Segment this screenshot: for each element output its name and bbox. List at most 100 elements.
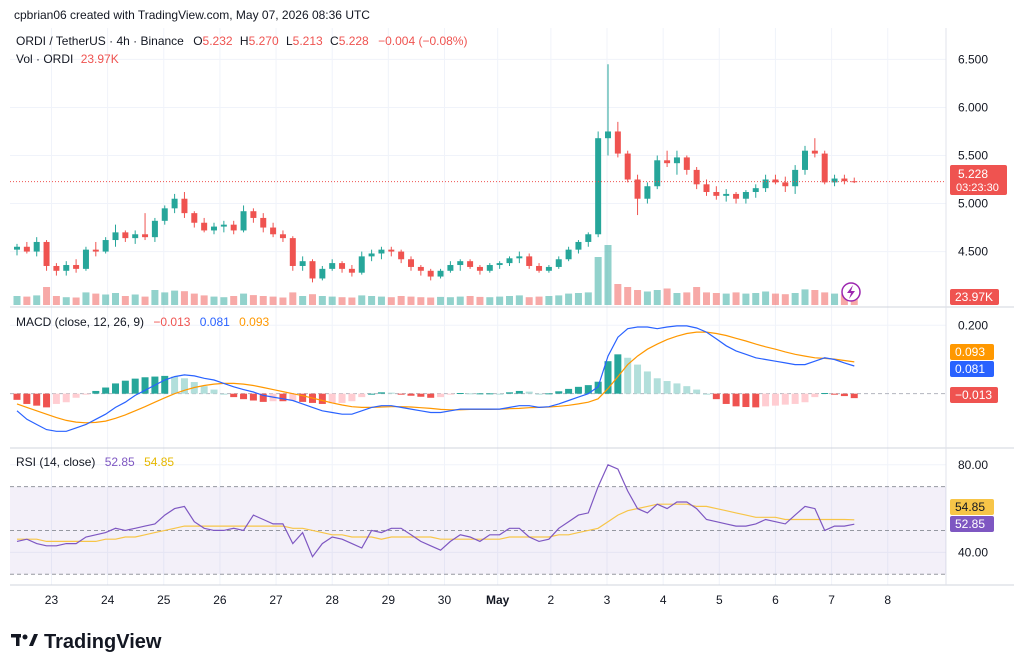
candle[interactable]	[565, 246, 572, 262]
candle[interactable]	[792, 165, 799, 194]
candle[interactable]	[742, 190, 749, 204]
candle[interactable]	[752, 184, 759, 198]
candle[interactable]	[348, 265, 355, 277]
candle[interactable]	[723, 189, 730, 202]
candle[interactable]	[112, 224, 119, 247]
candle[interactable]	[467, 259, 474, 269]
legend-line[interactable]: ORDI / TetherUS · 4h · Binance O5.232 H5…	[16, 34, 467, 48]
candle[interactable]	[14, 243, 20, 256]
candle[interactable]	[33, 237, 40, 257]
candlesticks[interactable]	[14, 64, 858, 283]
candle[interactable]	[82, 246, 89, 271]
candle[interactable]	[851, 177, 858, 184]
price-axis[interactable]: 6.500 6.000 5.500 5.000 4.500	[958, 52, 988, 258]
candle[interactable]	[664, 150, 671, 168]
candle[interactable]	[496, 261, 503, 269]
macd-legend[interactable]: MACD (close, 12, 26, 9) −0.013 0.081 0.0…	[16, 315, 270, 329]
candle[interactable]	[506, 256, 513, 266]
candle[interactable]	[683, 155, 690, 175]
candle[interactable]	[526, 253, 533, 269]
candle[interactable]	[339, 261, 346, 273]
candle[interactable]	[595, 131, 602, 238]
candle[interactable]	[43, 240, 50, 271]
candle[interactable]	[171, 193, 178, 214]
candle[interactable]	[614, 121, 621, 158]
candle[interactable]	[713, 186, 720, 200]
candle[interactable]	[53, 263, 60, 276]
rsi-axis[interactable]: 80.00 40.00	[958, 458, 988, 560]
candle[interactable]	[811, 138, 818, 158]
candle-body	[112, 232, 119, 241]
candle[interactable]	[220, 220, 227, 233]
candle[interactable]	[476, 265, 483, 275]
candle[interactable]	[230, 220, 237, 235]
candle[interactable]	[378, 246, 385, 260]
candle[interactable]	[398, 249, 405, 264]
candle[interactable]	[299, 256, 306, 271]
candle[interactable]	[73, 259, 80, 273]
candle[interactable]	[605, 64, 611, 156]
candle[interactable]	[132, 230, 139, 244]
candle[interactable]	[63, 261, 70, 276]
candle[interactable]	[802, 145, 808, 175]
candle[interactable]	[772, 174, 779, 185]
candle[interactable]	[703, 179, 710, 196]
candle[interactable]	[279, 230, 286, 242]
candle[interactable]	[516, 251, 523, 264]
candle[interactable]	[486, 263, 493, 273]
candle[interactable]	[536, 263, 543, 273]
candle[interactable]	[624, 150, 631, 183]
candle[interactable]	[762, 174, 769, 192]
candle[interactable]	[142, 213, 149, 241]
candle[interactable]	[388, 246, 395, 257]
candle[interactable]	[408, 256, 414, 271]
candle[interactable]	[447, 261, 454, 273]
candle[interactable]	[841, 174, 848, 185]
lightning-bolt-icon[interactable]	[841, 282, 861, 302]
candle[interactable]	[102, 237, 109, 254]
candle[interactable]	[673, 150, 680, 175]
candle[interactable]	[92, 241, 99, 257]
candle[interactable]	[151, 217, 158, 242]
candle[interactable]	[240, 205, 247, 233]
candle[interactable]	[358, 251, 365, 275]
candle[interactable]	[457, 259, 464, 271]
volume-legend[interactable]: Vol · ORDI 23.97K	[16, 52, 119, 66]
candle[interactable]	[23, 241, 30, 254]
brand-name[interactable]: TradingView	[44, 631, 162, 653]
tradingview-logo-icon[interactable]	[11, 634, 38, 646]
candle[interactable]	[417, 265, 424, 276]
candle[interactable]	[181, 192, 188, 218]
candle[interactable]	[122, 230, 129, 242]
candle[interactable]	[555, 256, 562, 269]
candle[interactable]	[270, 222, 277, 238]
candle[interactable]	[782, 176, 789, 192]
candle[interactable]	[161, 205, 168, 225]
time-axis[interactable]: 23 24 25 26 27 28 29 30 May 2 3 4 5 6 7 8	[45, 593, 892, 607]
candle[interactable]	[260, 213, 267, 233]
candle[interactable]	[644, 182, 651, 204]
candle[interactable]	[211, 222, 217, 235]
candle[interactable]	[201, 217, 208, 233]
candle[interactable]	[191, 211, 198, 228]
candle[interactable]	[289, 236, 296, 271]
candle[interactable]	[437, 268, 444, 279]
candle[interactable]	[575, 240, 582, 254]
candle[interactable]	[831, 174, 838, 187]
candle[interactable]	[427, 268, 434, 281]
candle[interactable]	[329, 259, 336, 271]
candle[interactable]	[693, 167, 700, 190]
candle[interactable]	[634, 174, 641, 216]
candle[interactable]	[654, 155, 661, 190]
candle[interactable]	[821, 150, 828, 185]
candle[interactable]	[545, 265, 552, 273]
candle[interactable]	[585, 232, 592, 247]
macd-axis[interactable]: 0.200	[958, 318, 988, 332]
candle[interactable]	[250, 208, 257, 223]
candle[interactable]	[319, 265, 326, 281]
candle[interactable]	[733, 192, 740, 204]
rsi-legend[interactable]: RSI (14, close) 52.85 54.85	[16, 455, 174, 469]
candle[interactable]	[309, 259, 316, 283]
candle[interactable]	[368, 249, 375, 262]
